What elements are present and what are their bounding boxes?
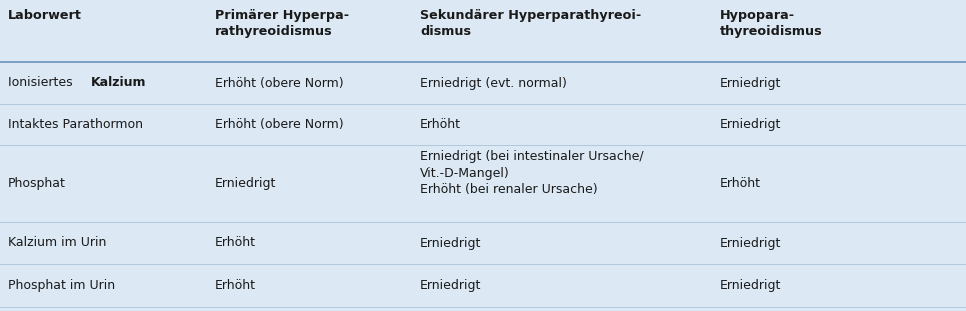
- Text: Erniedrigt: Erniedrigt: [420, 279, 481, 292]
- Text: Intaktes Parathormon: Intaktes Parathormon: [8, 118, 143, 131]
- Text: Ionisiertes: Ionisiertes: [8, 77, 76, 90]
- Text: Kalzium im Urin: Kalzium im Urin: [8, 236, 106, 249]
- Text: Erhöht (obere Norm): Erhöht (obere Norm): [215, 77, 344, 90]
- Text: Erniedrigt: Erniedrigt: [215, 177, 276, 190]
- Text: Sekundärer Hyperparathyreoi-
dismus: Sekundärer Hyperparathyreoi- dismus: [420, 9, 641, 38]
- Text: Erniedrigt (bei intestinaler Ursache/
Vit.-D-Mangel)
Erhöht (bei renaler Ursache: Erniedrigt (bei intestinaler Ursache/ Vi…: [420, 150, 643, 196]
- Text: Erhöht: Erhöht: [420, 118, 461, 131]
- Text: Kalzium: Kalzium: [91, 77, 146, 90]
- Text: Erniedrigt: Erniedrigt: [720, 236, 781, 249]
- Text: Erniedrigt (evt. normal): Erniedrigt (evt. normal): [420, 77, 567, 90]
- Text: Phosphat im Urin: Phosphat im Urin: [8, 279, 115, 292]
- Text: Erhöht (obere Norm): Erhöht (obere Norm): [215, 118, 344, 131]
- Text: Erniedrigt: Erniedrigt: [720, 77, 781, 90]
- Text: Erniedrigt: Erniedrigt: [420, 236, 481, 249]
- Text: Erhöht: Erhöht: [215, 279, 256, 292]
- Text: Erhöht: Erhöht: [720, 177, 761, 190]
- Text: Phosphat: Phosphat: [8, 177, 66, 190]
- Text: Erniedrigt: Erniedrigt: [720, 118, 781, 131]
- Text: Hypoрara-
thyreoidismus: Hypoрara- thyreoidismus: [720, 9, 823, 38]
- Text: Primärer Hyperpa-
rathyreoidismus: Primärer Hyperpa- rathyreoidismus: [215, 9, 349, 38]
- Text: Erniedrigt: Erniedrigt: [720, 279, 781, 292]
- Text: Laborwert: Laborwert: [8, 9, 82, 22]
- Text: Erhöht: Erhöht: [215, 236, 256, 249]
